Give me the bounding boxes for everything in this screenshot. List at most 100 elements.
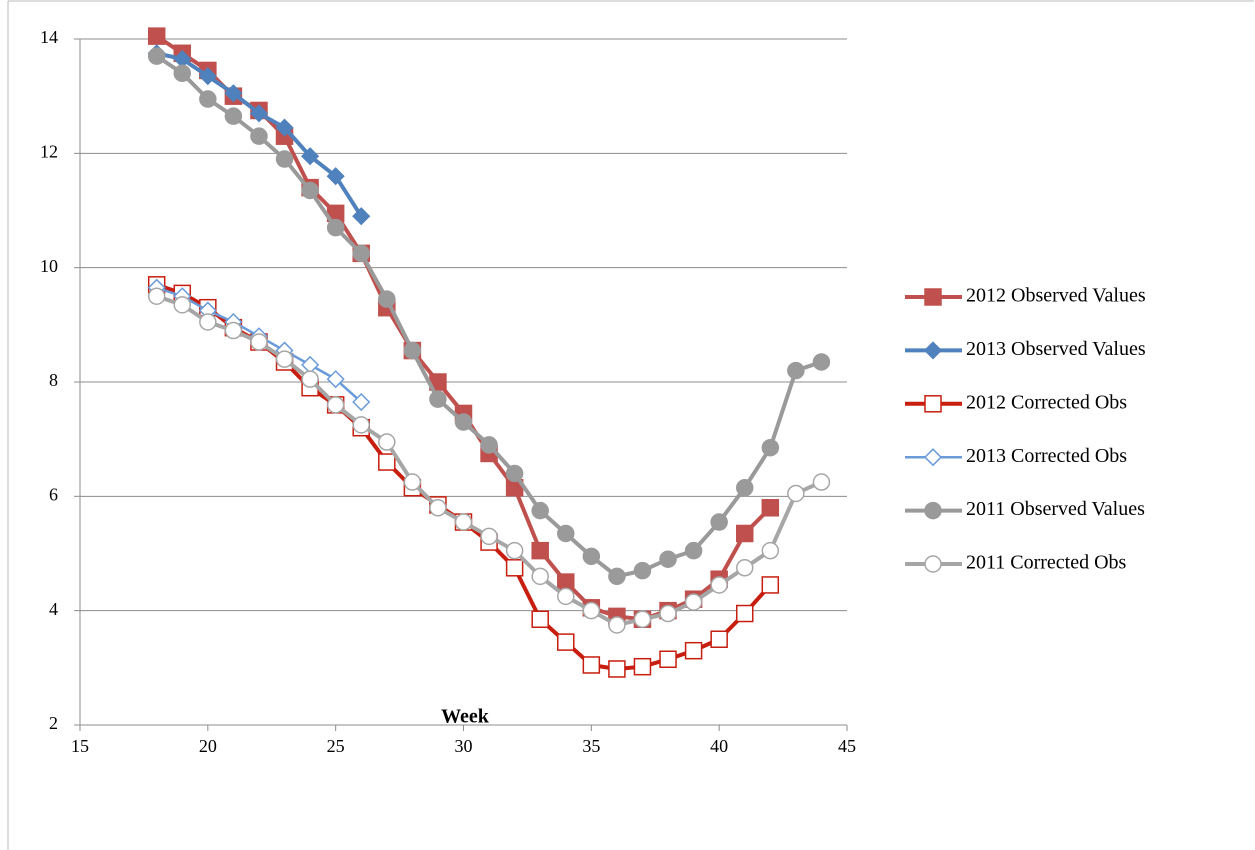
- data-point: [301, 181, 319, 200]
- data-point: [326, 370, 345, 389]
- data-point: [198, 67, 217, 86]
- x-tick-label: 25: [327, 736, 345, 756]
- x-tick-label: 30: [455, 736, 473, 756]
- data-point: [326, 396, 345, 414]
- x-tick-label: 15: [71, 736, 89, 756]
- data-point: [531, 610, 549, 628]
- data-point: [812, 473, 831, 491]
- data-point: [173, 64, 192, 83]
- data-point: [403, 341, 422, 360]
- data-point: [224, 321, 243, 340]
- data-point: [454, 513, 473, 531]
- data-point: [505, 541, 524, 560]
- data-point: [429, 499, 447, 517]
- x-axis-label: Week: [441, 706, 490, 728]
- data-point: [505, 559, 524, 577]
- data-point: [684, 641, 703, 660]
- data-point: [787, 361, 805, 380]
- data-point: [378, 290, 396, 308]
- data-point: [352, 416, 370, 434]
- data-point: [147, 287, 166, 305]
- data-point: [352, 244, 370, 263]
- data-point: [684, 541, 703, 560]
- legend-marker: [924, 555, 942, 573]
- data-point: [659, 550, 677, 568]
- data-point: [557, 524, 575, 543]
- data-point: [429, 390, 447, 408]
- data-point: [250, 333, 268, 351]
- data-point: [301, 147, 320, 166]
- data-point: [582, 547, 601, 566]
- data-point: [326, 218, 345, 237]
- data-point: [812, 353, 831, 371]
- legend-label: 2012 Corrected Obs: [966, 391, 1127, 413]
- legend-marker: [924, 501, 942, 520]
- y-tick-label: 10: [40, 256, 58, 276]
- data-point: [147, 47, 166, 65]
- data-point: [275, 350, 294, 368]
- data-point: [761, 576, 780, 594]
- x-tick-label: 40: [710, 736, 728, 756]
- data-point: [735, 559, 754, 577]
- data-point: [275, 118, 294, 137]
- legend-label: 2013 Observed Values: [966, 338, 1146, 360]
- y-tick-label: 12: [40, 141, 58, 161]
- data-point: [250, 127, 268, 145]
- data-point: [633, 610, 652, 628]
- x-tick-label: 45: [838, 736, 856, 756]
- data-point: [735, 524, 754, 543]
- data-point: [761, 438, 780, 457]
- data-point: [378, 433, 396, 451]
- data-point: [531, 541, 549, 560]
- legend-marker: [923, 341, 943, 360]
- data-point: [659, 604, 677, 623]
- data-point: [710, 513, 728, 531]
- data-point: [557, 633, 575, 651]
- data-point: [199, 90, 217, 108]
- legend-label: 2011 Observed Values: [966, 498, 1145, 520]
- data-point: [787, 484, 805, 503]
- x-tick-label: 35: [582, 736, 600, 756]
- legend-marker: [924, 288, 942, 306]
- data-point: [301, 370, 319, 388]
- data-point: [735, 604, 754, 623]
- data-point: [710, 576, 728, 594]
- data-point: [505, 464, 524, 483]
- data-point: [403, 473, 422, 491]
- data-point: [633, 561, 652, 580]
- data-point: [326, 167, 345, 186]
- data-point: [352, 207, 371, 226]
- legend-marker: [923, 448, 943, 467]
- x-tick-label: 20: [199, 736, 217, 756]
- y-tick-label: 14: [40, 27, 58, 47]
- data-point: [224, 107, 243, 125]
- y-tick-label: 4: [49, 599, 58, 619]
- data-point: [275, 150, 294, 168]
- y-tick-label: 6: [49, 484, 58, 504]
- series-line: [155, 34, 772, 622]
- legend-marker: [924, 395, 942, 413]
- data-point: [199, 313, 217, 331]
- legend-label: 2011 Corrected Obs: [966, 552, 1127, 574]
- data-point: [352, 392, 371, 412]
- data-point: [249, 104, 269, 123]
- data-point: [608, 616, 626, 634]
- data-point: [173, 296, 192, 314]
- data-point: [378, 453, 396, 471]
- data-point: [224, 84, 243, 103]
- data-point: [480, 436, 498, 454]
- data-point: [147, 27, 166, 45]
- data-point: [684, 593, 703, 611]
- data-point: [582, 656, 601, 674]
- data-point: [735, 479, 754, 497]
- data-point: [454, 413, 473, 431]
- data-point: [608, 660, 626, 678]
- data-point: [557, 587, 575, 606]
- data-point: [531, 567, 549, 586]
- legend-label: 2013 Corrected Obs: [966, 445, 1127, 467]
- data-point: [608, 567, 626, 586]
- data-point: [633, 657, 652, 676]
- data-point: [761, 541, 780, 560]
- legend-label: 2012 Observed Values: [966, 285, 1146, 307]
